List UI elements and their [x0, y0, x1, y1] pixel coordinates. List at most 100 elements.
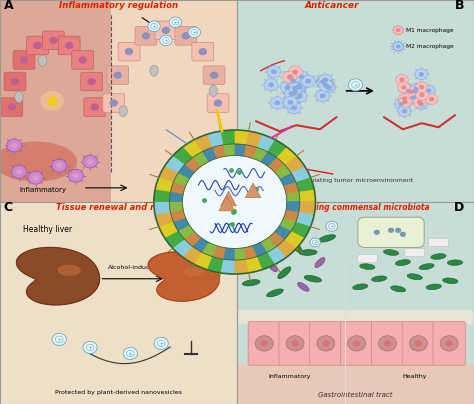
Polygon shape: [211, 145, 226, 159]
Circle shape: [401, 85, 406, 90]
Circle shape: [410, 84, 422, 95]
Ellipse shape: [360, 264, 375, 269]
Polygon shape: [279, 172, 296, 186]
Circle shape: [8, 103, 16, 111]
Ellipse shape: [38, 55, 47, 66]
Circle shape: [396, 28, 401, 32]
Circle shape: [399, 101, 404, 106]
Polygon shape: [245, 131, 262, 147]
Ellipse shape: [183, 267, 203, 276]
Circle shape: [52, 333, 66, 345]
Circle shape: [286, 336, 304, 351]
Circle shape: [409, 86, 421, 97]
Polygon shape: [267, 157, 284, 172]
FancyBboxPatch shape: [43, 31, 64, 50]
Circle shape: [20, 56, 28, 63]
Polygon shape: [219, 130, 235, 145]
Polygon shape: [235, 248, 247, 260]
Circle shape: [292, 80, 306, 92]
Polygon shape: [219, 196, 235, 211]
Circle shape: [419, 72, 424, 76]
Text: Inflammatory regulation: Inflammatory regulation: [59, 1, 178, 10]
Circle shape: [261, 340, 268, 346]
Polygon shape: [170, 202, 183, 213]
Ellipse shape: [419, 263, 434, 270]
Polygon shape: [234, 144, 246, 156]
Circle shape: [270, 97, 284, 109]
Polygon shape: [252, 147, 267, 162]
Circle shape: [109, 99, 118, 107]
Ellipse shape: [431, 254, 446, 259]
Circle shape: [255, 336, 273, 351]
Circle shape: [73, 173, 79, 179]
Circle shape: [296, 84, 301, 88]
Polygon shape: [206, 131, 223, 148]
Circle shape: [412, 89, 418, 94]
FancyBboxPatch shape: [81, 72, 102, 91]
Circle shape: [301, 75, 315, 87]
Ellipse shape: [372, 276, 387, 282]
Polygon shape: [182, 140, 202, 158]
FancyBboxPatch shape: [0, 0, 111, 202]
Circle shape: [162, 27, 170, 34]
Ellipse shape: [383, 250, 399, 255]
Circle shape: [125, 48, 133, 55]
Polygon shape: [159, 222, 179, 239]
Ellipse shape: [391, 286, 406, 292]
Text: Alcohol-induced: Alcohol-induced: [108, 265, 158, 269]
Circle shape: [182, 156, 287, 248]
Circle shape: [402, 109, 407, 113]
Circle shape: [148, 21, 160, 32]
Circle shape: [419, 85, 424, 89]
Circle shape: [409, 90, 414, 94]
Circle shape: [292, 81, 306, 93]
Circle shape: [68, 169, 83, 182]
Circle shape: [285, 88, 299, 100]
Circle shape: [40, 91, 64, 111]
FancyBboxPatch shape: [428, 238, 448, 246]
Polygon shape: [193, 238, 210, 253]
Polygon shape: [276, 146, 297, 165]
Circle shape: [292, 340, 299, 346]
Ellipse shape: [150, 65, 158, 76]
Text: A: A: [4, 0, 13, 12]
Circle shape: [91, 103, 99, 111]
Polygon shape: [194, 252, 213, 270]
Circle shape: [322, 340, 329, 346]
Circle shape: [446, 340, 453, 346]
Text: Protected by plant-derived nanovesicles: Protected by plant-derived nanovesicles: [55, 390, 182, 395]
FancyBboxPatch shape: [405, 248, 425, 257]
Polygon shape: [220, 259, 236, 274]
FancyBboxPatch shape: [192, 42, 214, 61]
Polygon shape: [295, 176, 314, 192]
Polygon shape: [222, 144, 235, 156]
Circle shape: [417, 100, 422, 104]
Polygon shape: [164, 231, 185, 249]
Circle shape: [154, 337, 168, 349]
Circle shape: [264, 79, 278, 91]
Circle shape: [319, 79, 333, 91]
Polygon shape: [246, 256, 264, 273]
Polygon shape: [173, 173, 190, 187]
Ellipse shape: [304, 276, 321, 282]
Circle shape: [402, 100, 408, 104]
Polygon shape: [170, 182, 186, 195]
Circle shape: [393, 42, 403, 51]
Polygon shape: [173, 239, 193, 258]
Polygon shape: [284, 155, 305, 173]
FancyBboxPatch shape: [357, 255, 377, 263]
Circle shape: [284, 85, 290, 90]
Circle shape: [292, 69, 298, 74]
Circle shape: [410, 336, 428, 351]
Polygon shape: [280, 217, 296, 231]
Polygon shape: [276, 238, 298, 257]
Text: Modulating commensal microbiota: Modulating commensal microbiota: [281, 203, 430, 212]
Circle shape: [82, 155, 98, 168]
Circle shape: [289, 92, 295, 97]
Circle shape: [288, 100, 293, 105]
Circle shape: [160, 35, 172, 46]
Circle shape: [353, 340, 360, 346]
Ellipse shape: [443, 278, 458, 284]
Circle shape: [310, 238, 320, 247]
Polygon shape: [286, 201, 300, 212]
